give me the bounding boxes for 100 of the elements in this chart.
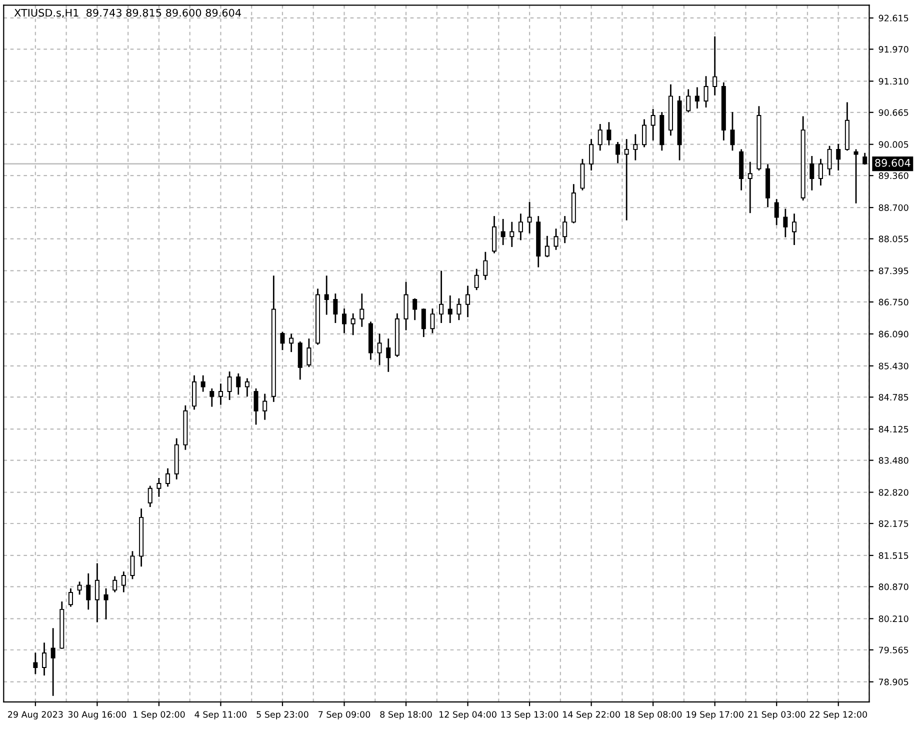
x-tick-label: 29 Aug 2023 <box>8 711 63 720</box>
candlestick <box>854 149 858 204</box>
y-tick-label: 82.175 <box>878 520 908 527</box>
x-tick-label: 14 Sep 22:00 <box>563 711 620 720</box>
candlestick <box>77 582 82 595</box>
candlestick <box>448 295 452 323</box>
x-tick-label: 19 Sep 17:00 <box>686 711 744 720</box>
y-tick-label: 85.430 <box>878 362 908 370</box>
candlestick <box>642 119 646 148</box>
candlestick <box>350 313 356 336</box>
candlestick <box>510 222 514 247</box>
candlestick <box>589 139 594 170</box>
candlestick <box>112 576 118 592</box>
ref-line-label: 89.604 <box>875 158 910 167</box>
candlestick <box>712 36 718 96</box>
candlestick <box>474 268 479 290</box>
candlestick <box>324 276 329 315</box>
candlestick <box>624 139 629 220</box>
candlestick <box>456 298 462 320</box>
y-tick-label: 91.970 <box>878 46 908 53</box>
candlestick <box>412 298 418 320</box>
candlestick <box>227 371 232 400</box>
candlestick <box>836 144 841 170</box>
candlestick <box>130 551 135 580</box>
candlestick <box>633 134 638 160</box>
candlestick <box>200 375 206 392</box>
candlestick <box>360 294 364 327</box>
x-tick-label: 5 Sep 23:00 <box>256 711 308 720</box>
candlestick <box>439 270 444 323</box>
candlestick <box>544 236 550 258</box>
y-tick-label: 89.360 <box>878 172 908 180</box>
candlestick <box>792 214 796 246</box>
candlestick <box>783 208 788 238</box>
candlestick <box>527 202 532 234</box>
candlestick <box>280 332 285 350</box>
candlestick <box>704 76 708 108</box>
y-tick-label: 90.665 <box>878 109 908 116</box>
x-tick-label: 18 Sep 08:00 <box>624 711 682 720</box>
candlestick <box>810 156 814 190</box>
candlestick <box>650 109 656 140</box>
candlestick <box>827 146 832 176</box>
candlestick <box>148 486 152 507</box>
candlestick <box>598 124 602 151</box>
candlestick <box>289 334 294 352</box>
y-tick-label: 88.700 <box>878 204 908 211</box>
y-tick-label: 92.615 <box>878 14 908 22</box>
y-tick-label: 80.210 <box>878 615 908 622</box>
y-tick-label: 87.395 <box>878 268 908 274</box>
y-tick-label: 81.515 <box>878 552 908 559</box>
x-tick-label: 4 Sep 11:00 <box>194 711 247 720</box>
candlestick <box>748 162 752 214</box>
candlestick <box>244 378 250 397</box>
y-tick-label: 79.565 <box>878 646 908 654</box>
y-tick-label: 83.480 <box>878 457 908 464</box>
candlestick <box>218 384 223 405</box>
y-tick-label: 91.310 <box>878 78 908 85</box>
candlestick <box>210 388 214 407</box>
y-tick-label: 88.055 <box>878 236 908 242</box>
x-tick-label: 8 Sep 18:00 <box>380 711 432 720</box>
candlestick <box>306 338 312 368</box>
candlestick <box>421 308 426 338</box>
candlestick <box>386 338 391 372</box>
x-tick-label: 21 Sep 03:00 <box>748 711 806 720</box>
y-tick-label: 84.785 <box>878 394 908 401</box>
candlestick <box>42 642 46 676</box>
x-tick-label: 1 Sep 02:00 <box>133 711 185 720</box>
candlestick <box>430 308 435 334</box>
y-tick-label: 90.005 <box>878 141 908 148</box>
candlestick <box>68 588 73 607</box>
candlestick <box>342 308 346 334</box>
candlestick <box>236 373 241 395</box>
candlestick <box>616 142 620 164</box>
candlestick <box>377 334 382 366</box>
candlestick <box>262 394 268 420</box>
candlestick <box>333 294 338 323</box>
candlestick <box>518 214 523 240</box>
candlestick <box>156 478 162 497</box>
x-tick-label: 30 Aug 16:00 <box>68 711 126 720</box>
candlestick <box>554 228 558 250</box>
y-tick-label: 82.820 <box>878 489 908 496</box>
candlestick <box>86 573 91 610</box>
y-tick-label: 78.905 <box>878 678 908 686</box>
candlestick <box>606 122 612 146</box>
x-tick-label: 7 Sep 09:00 <box>318 711 370 720</box>
candlestick <box>686 89 691 112</box>
chart-title: XTIUSD.s,H1 89.743 89.815 89.600 89.604 <box>14 8 241 18</box>
candlestick <box>500 218 506 246</box>
candlestick <box>254 388 258 425</box>
candlestick <box>50 628 56 696</box>
candlestick <box>694 87 700 108</box>
candlestick <box>104 588 108 620</box>
x-tick-label: 22 Sep 12:00 <box>810 711 867 720</box>
candlestick <box>483 252 488 280</box>
candlestick <box>166 468 170 487</box>
candlestick <box>818 158 823 186</box>
y-tick-label: 86.090 <box>878 330 908 338</box>
candlestick <box>730 112 735 151</box>
candlestick <box>562 216 568 244</box>
candlestick <box>774 199 779 226</box>
candlestick <box>33 652 38 674</box>
